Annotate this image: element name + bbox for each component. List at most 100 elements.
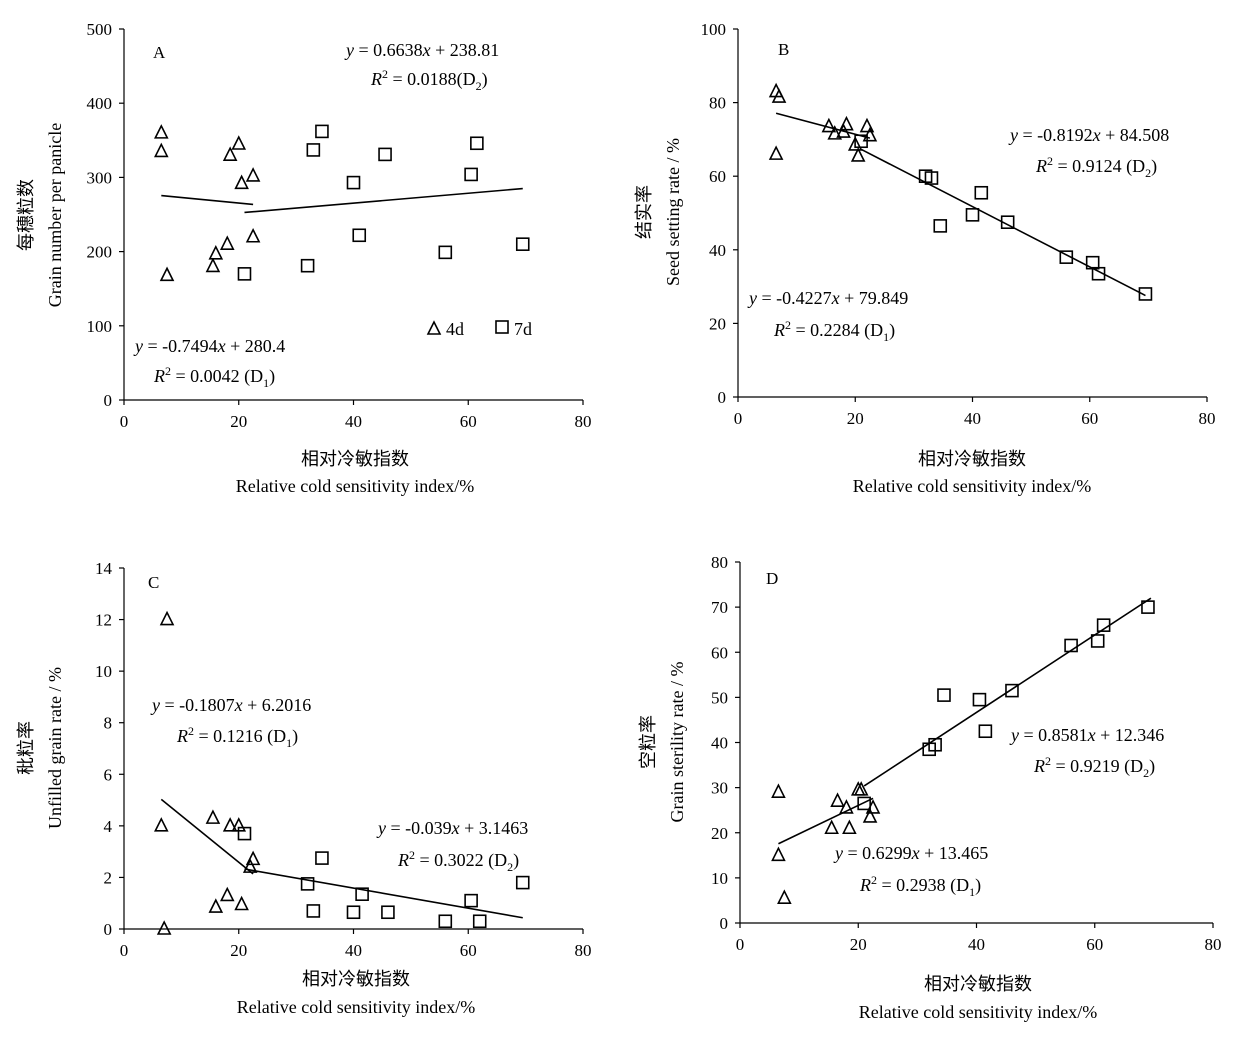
x-tick-label: 0: [734, 409, 743, 428]
panel-a-legend: 4d 7d: [426, 319, 532, 339]
panel-a-fit-line-d2: [244, 187, 523, 214]
panel-a-point-7d: [464, 167, 478, 182]
y-tick-label: 80: [711, 553, 728, 572]
panel-d-point-7d: [978, 724, 993, 739]
y-tick-label: 20: [709, 314, 726, 333]
x-tick-label: 40: [345, 412, 362, 431]
x-tick-label: 20: [847, 409, 864, 428]
panel-a-point-4d: [245, 167, 261, 182]
panel-c-point-7d: [315, 851, 329, 865]
y-tick-label: 20: [711, 824, 728, 843]
y-tick-label: 500: [87, 20, 113, 39]
panel-a-r2-2: R2 = 0.0188(D2): [370, 67, 488, 93]
y-tick-label: 0: [104, 920, 113, 939]
x-tick-label: 40: [968, 935, 985, 954]
panel-b-fit-line-d1: [775, 112, 871, 139]
panel-d-eq1: y = 0.6299x + 13.465: [833, 843, 988, 863]
y-tick-label: 12: [95, 611, 112, 630]
panel-d-fit-line-d1: [778, 797, 874, 845]
panel-a-point-4d: [219, 235, 235, 250]
panel-a-xlabel-en: Relative cold sensitivity index/%: [236, 476, 474, 496]
panel-b-point-7d: [1059, 250, 1074, 264]
panel-a-point-7d: [352, 228, 367, 243]
panel-d-xlabel-cn: 相对冷敏指数: [924, 974, 1032, 994]
panel-b-point-4d: [768, 145, 784, 160]
y-tick-label: 10: [711, 869, 728, 888]
y-tick-label: 60: [711, 643, 728, 662]
panel-a-point-4d: [159, 266, 175, 282]
panel-b-point-4d: [850, 147, 866, 162]
panel-d-r2-1: R2 = 0.2938 (D1): [859, 873, 981, 899]
panel-c-point-4d: [222, 817, 238, 832]
panel-b-ylabel-cn: 结实率: [634, 185, 654, 239]
panel-a-point-4d: [153, 142, 169, 158]
legend-4d-label: 4d: [446, 319, 464, 339]
panel-d-point-7d: [1096, 618, 1111, 632]
panel-b-xlabel-cn: 相对冷敏指数: [918, 449, 1026, 469]
panel-d-point-4d: [777, 889, 792, 904]
panel-b-point-4d: [847, 136, 863, 151]
y-tick-label: 100: [87, 317, 113, 336]
x-tick-label: 80: [1199, 409, 1216, 428]
panel-d-point-7d: [928, 737, 942, 752]
panel-c-eq1: y = -0.1807x + 6.2016: [150, 695, 311, 715]
x-tick-label: 60: [1081, 409, 1098, 428]
panel-c-eq2: y = -0.039x + 3.1463: [376, 818, 528, 838]
panel-c-ylabel-cn: 秕粒率: [16, 721, 36, 775]
panel-a-eq2: y = 0.6638x + 238.81: [344, 40, 499, 60]
panel-a-point-7d: [315, 124, 329, 139]
panel-c-xlabel-cn: 相对冷敏指数: [302, 969, 410, 989]
panel-c-point-4d: [205, 809, 221, 824]
x-tick-label: 20: [230, 941, 247, 960]
panel-c-r2-1: R2 = 0.1216 (D1): [176, 724, 298, 750]
panel-c-point-7d: [381, 905, 395, 920]
panel-c-point-7d: [472, 914, 487, 929]
y-tick-label: 300: [87, 168, 113, 187]
panel-c: C 秕粒率 Unfilled grain rate / % 相对冷敏指数 Rel…: [16, 559, 592, 1017]
panel-a-ylabel-cn: 每穗粒数: [16, 179, 36, 251]
panel-b-r2-1: R2 = 0.2284 (D1): [773, 318, 895, 344]
panel-d-point-7d: [857, 796, 871, 811]
panel-d-point-7d: [972, 692, 987, 707]
y-tick-label: 8: [104, 714, 113, 733]
y-tick-label: 30: [711, 779, 728, 798]
panel-c-point-7d: [237, 826, 252, 841]
panel-b-point-7d: [933, 219, 948, 233]
panel-d-fit-line-d2: [863, 597, 1152, 787]
legend-square-marker: [495, 320, 509, 334]
x-tick-label: 40: [345, 941, 362, 960]
panel-c-r2-2: R2 = 0.3022 (D2): [397, 848, 519, 874]
panel-d-point-4d: [862, 808, 878, 823]
panel-b-eq1: y = -0.4227x + 79.849: [747, 288, 908, 308]
panel-b-xlabel-en: Relative cold sensitivity index/%: [853, 476, 1091, 496]
y-tick-label: 80: [709, 94, 726, 113]
panel-a-r2-1: R2 = 0.0042 (D1): [153, 364, 275, 390]
x-tick-label: 80: [575, 941, 592, 960]
panel-d-point-7d: [937, 688, 951, 702]
panel-c-point-4d: [153, 817, 169, 832]
y-tick-label: 4: [104, 817, 113, 836]
y-tick-label: 0: [720, 914, 729, 933]
panel-a-point-7d: [237, 267, 252, 281]
panel-b-point-7d: [1091, 266, 1106, 281]
panel-b-point-7d: [965, 208, 980, 222]
panel-a-point-4d: [153, 124, 169, 139]
panel-a-point-7d: [515, 237, 530, 251]
x-tick-label: 80: [575, 412, 592, 431]
panel-b-point-4d: [821, 117, 837, 133]
x-tick-label: 60: [1086, 935, 1103, 954]
y-tick-label: 60: [709, 167, 726, 186]
panel-c-point-7d: [355, 887, 369, 901]
panel-a-point-4d: [222, 146, 238, 161]
panel-a-point-4d: [208, 245, 224, 260]
panel-d-point-4d: [771, 846, 786, 862]
panel-d-ylabel-cn: 空粒率: [638, 715, 658, 769]
y-tick-label: 0: [718, 388, 727, 407]
panel-a-point-4d: [245, 227, 261, 243]
panel-b-letter: B: [778, 40, 789, 59]
y-tick-label: 40: [711, 734, 728, 753]
x-tick-label: 0: [120, 412, 129, 431]
panel-b: B 结实率 Seed setting rate / % 相对冷敏指数 Relat…: [634, 20, 1216, 496]
panel-d-point-4d: [842, 819, 857, 835]
panel-b-point-4d: [836, 123, 851, 138]
